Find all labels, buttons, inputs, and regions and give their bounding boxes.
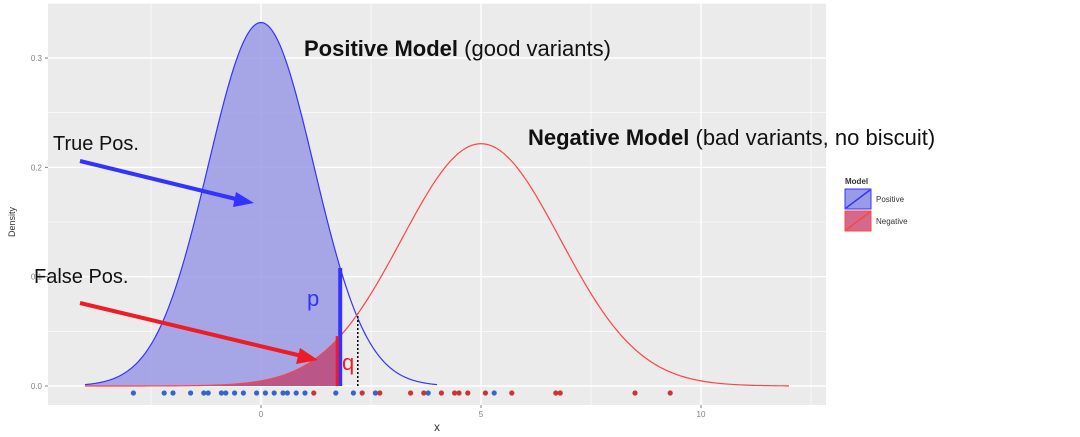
rug-point bbox=[421, 390, 427, 396]
rug-point bbox=[509, 390, 515, 396]
rug-point bbox=[218, 390, 224, 396]
rug-points bbox=[130, 390, 673, 396]
rug-point bbox=[482, 390, 488, 396]
x-tick-label: 0 bbox=[259, 410, 264, 419]
y-tick-label: 0.0 bbox=[31, 382, 43, 391]
rug-point bbox=[553, 390, 559, 396]
positive-model-bold: Positive Model bbox=[304, 36, 458, 61]
positive-model-annotation: Positive Model (good variants) bbox=[304, 36, 611, 61]
x-tick-label: 5 bbox=[479, 410, 484, 419]
legend-title: Model bbox=[845, 177, 868, 186]
x-axis-ticks: 0 5 10 bbox=[259, 405, 706, 419]
x-axis-title: x bbox=[434, 420, 440, 434]
positive-density-line bbox=[84, 21, 438, 386]
negative-fill-area bbox=[85, 336, 341, 386]
y-tick-label: 0.2 bbox=[31, 163, 43, 172]
rug-point bbox=[632, 390, 638, 396]
rug-point bbox=[359, 390, 365, 396]
rug-point bbox=[408, 390, 414, 396]
series-fills bbox=[85, 22, 341, 387]
legend-label-negative: Negative bbox=[876, 217, 908, 226]
rug-point bbox=[302, 390, 308, 396]
rug-point bbox=[240, 390, 246, 396]
rug-point bbox=[465, 390, 471, 396]
negative-model-annotation: Negative Model (bad variants, no biscuit… bbox=[528, 125, 935, 150]
rug-point bbox=[491, 390, 497, 396]
rug-point bbox=[557, 390, 563, 396]
rug-point bbox=[452, 390, 458, 396]
rug-point bbox=[377, 390, 383, 396]
rug-point bbox=[293, 390, 299, 396]
rug-point bbox=[333, 390, 339, 396]
rug-point bbox=[372, 390, 378, 396]
x-tick-label: 10 bbox=[697, 410, 706, 419]
rug-point bbox=[188, 390, 194, 396]
rug-point bbox=[170, 390, 176, 396]
true-pos-arrow bbox=[79, 159, 254, 207]
rug-point bbox=[425, 390, 431, 396]
y-axis-ticks: 0.0 0.1 0.2 0.3 bbox=[31, 54, 48, 391]
legend: Model Positive Negative bbox=[844, 177, 908, 232]
rug-point bbox=[130, 390, 136, 396]
rug-point bbox=[223, 390, 229, 396]
p-label: p bbox=[307, 286, 319, 311]
rug-point bbox=[161, 390, 167, 396]
rug-point bbox=[350, 390, 356, 396]
negative-model-bold: Negative Model bbox=[528, 125, 689, 150]
y-tick-label: 0.3 bbox=[31, 54, 43, 63]
rug-point bbox=[262, 390, 268, 396]
negative-model-rest: (bad variants, no biscuit) bbox=[689, 125, 935, 150]
positive-model-rest: (good variants) bbox=[458, 36, 611, 61]
rug-point bbox=[667, 390, 673, 396]
legend-label-positive: Positive bbox=[876, 195, 905, 204]
rug-point bbox=[284, 390, 290, 396]
rug-point bbox=[438, 390, 444, 396]
rug-point bbox=[280, 390, 286, 396]
threshold-markers bbox=[335, 267, 359, 386]
positive-fill-area bbox=[85, 22, 341, 387]
legend-key-positive bbox=[844, 188, 872, 210]
true-pos-label: True Pos. bbox=[53, 133, 139, 155]
y-axis-title: Density bbox=[7, 206, 17, 237]
rug-point bbox=[254, 390, 260, 396]
false-pos-label: False Pos. bbox=[34, 266, 128, 288]
false-pos-arrow bbox=[79, 301, 318, 364]
rug-point bbox=[271, 390, 277, 396]
rug-point bbox=[456, 390, 462, 396]
rug-point bbox=[311, 390, 317, 396]
negative-density-line bbox=[85, 143, 790, 387]
rug-point bbox=[201, 390, 207, 396]
rug-point bbox=[232, 390, 238, 396]
q-label: q bbox=[342, 350, 354, 375]
rug-point bbox=[205, 390, 211, 396]
y-tick-label: 0.1 bbox=[31, 273, 43, 282]
series-lines bbox=[84, 21, 790, 387]
legend-key-negative bbox=[844, 210, 872, 232]
